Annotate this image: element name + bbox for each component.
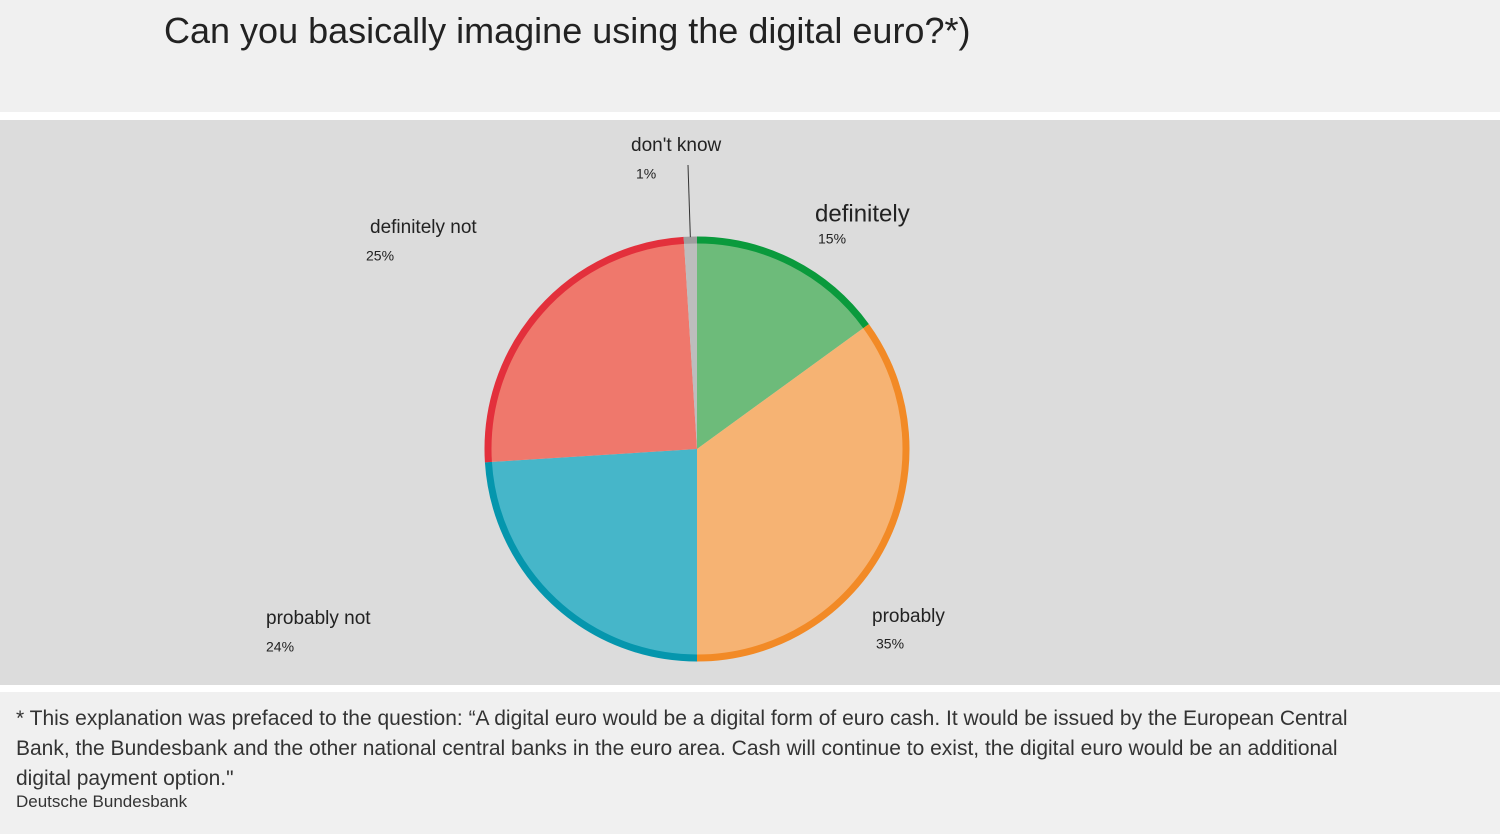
pie-slice xyxy=(697,324,910,661)
chart: definitely 15% probably 35% probably not 24% d… xyxy=(0,120,1500,685)
slice-label: probably not xyxy=(266,608,371,629)
pie-slice xyxy=(683,237,697,449)
value-label: 1% xyxy=(636,166,656,182)
footnote: * This explanation was prefaced to the q… xyxy=(16,707,1348,790)
slice-label: definitely xyxy=(815,200,910,227)
value-label: 35% xyxy=(876,636,904,652)
slice-border xyxy=(484,236,685,463)
slice-border xyxy=(484,461,698,662)
slice-border xyxy=(696,324,910,662)
header: Can you basically imagine using the digi… xyxy=(0,0,1500,112)
chart-title: Can you basically imagine using the digi… xyxy=(164,10,971,51)
value-label: 25% xyxy=(366,248,394,264)
slice-border xyxy=(696,236,869,329)
slice-label: don't know xyxy=(631,135,722,156)
slice-label: probably xyxy=(872,606,945,627)
slice-label: definitely not xyxy=(370,217,477,238)
pie-slice xyxy=(485,237,697,463)
source: Deutsche Bundesbank xyxy=(16,792,188,811)
footer: * This explanation was prefaced to the q… xyxy=(0,692,1500,834)
value-label: 24% xyxy=(266,639,294,655)
leader-line xyxy=(687,164,691,238)
pie-slice xyxy=(485,449,697,661)
value-label: 15% xyxy=(818,231,846,247)
pie-slice xyxy=(697,237,869,449)
